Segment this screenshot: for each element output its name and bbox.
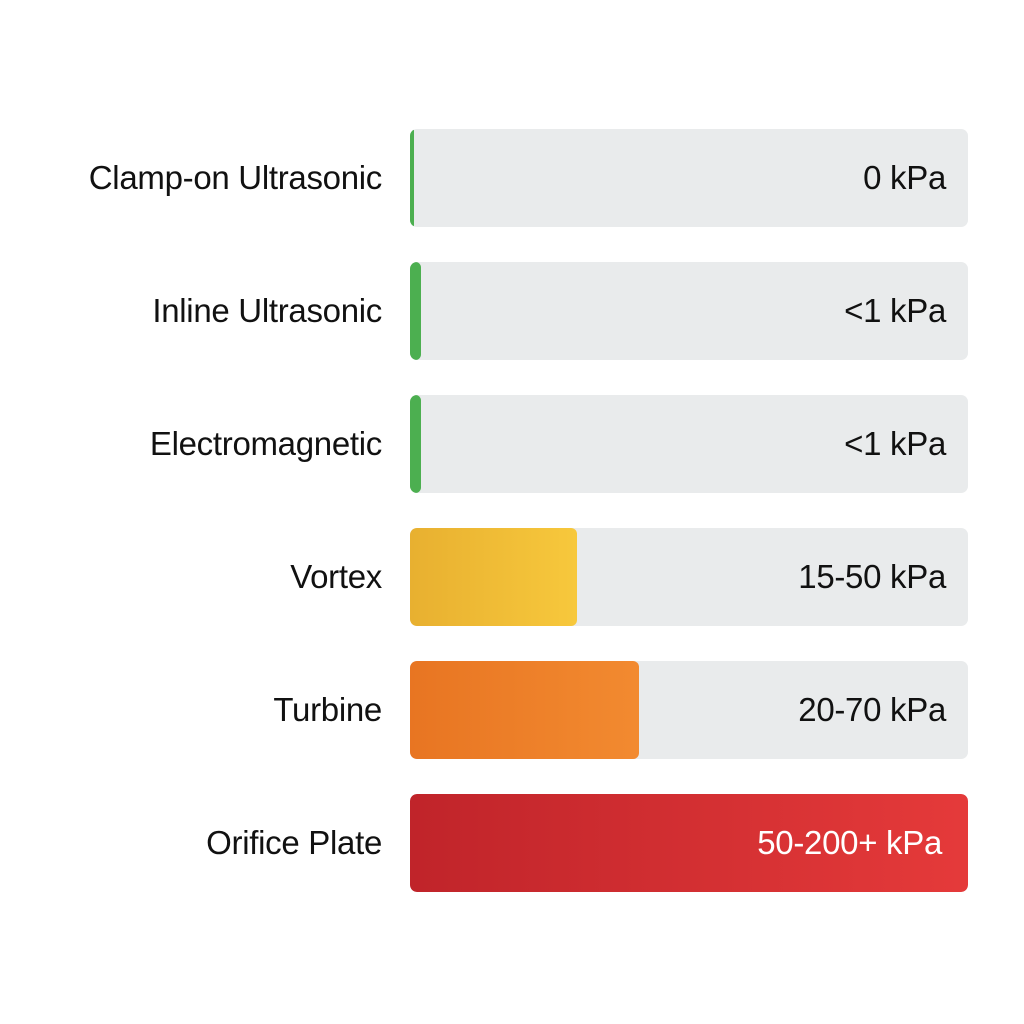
bar-fill (410, 661, 639, 759)
bar-fill (410, 794, 968, 892)
category-label: Turbine (273, 691, 382, 728)
bar-fill (410, 528, 577, 626)
bar-track: <1 kPa (410, 395, 968, 493)
value-label: 15-50 kPa (798, 558, 946, 595)
bar-track: 20-70 kPa (410, 661, 968, 759)
category-label: Clamp-on Ultrasonic (88, 159, 383, 196)
bar-track: 15-50 kPa (410, 528, 968, 626)
value-label: 20-70 kPa (798, 691, 946, 728)
bar-row: Orifice Plate 50-200+ kPa (0, 794, 1024, 892)
category-label: Vortex (290, 558, 382, 595)
bar-row: Clamp-on Ultrasonic 0 kPa (0, 129, 1024, 227)
bar-track: 0 kPa (410, 129, 968, 227)
category-label: Orifice Plate (206, 824, 382, 861)
bar-track: <1 kPa (410, 262, 968, 360)
bar-fill (410, 395, 421, 493)
value-label: 50-200+ kPa (757, 824, 942, 861)
value-label: <1 kPa (844, 425, 946, 462)
bar-row: Vortex 15-50 kPa (0, 528, 1024, 626)
category-label: Electromagnetic (149, 425, 382, 462)
bar-row: Turbine 20-70 kPa (0, 661, 1024, 759)
value-label: <1 kPa (844, 292, 946, 329)
value-label: 0 kPa (863, 159, 946, 196)
bar-fill (410, 262, 421, 360)
bar-row: Electromagnetic <1 kPa (0, 395, 1024, 493)
bar-track: 50-200+ kPa (410, 794, 968, 892)
bar-row: Inline Ultrasonic <1 kPa (0, 262, 1024, 360)
category-label: Inline Ultrasonic (152, 292, 382, 329)
bar-fill (410, 129, 414, 227)
